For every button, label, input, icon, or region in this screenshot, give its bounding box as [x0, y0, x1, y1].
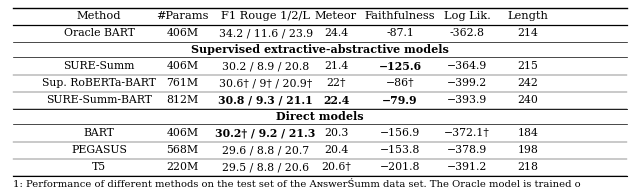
Text: 812M: 812M: [166, 95, 198, 105]
Text: 20.6†: 20.6†: [321, 162, 351, 172]
Text: Method: Method: [77, 11, 122, 21]
Text: 198: 198: [518, 145, 538, 155]
Text: 22.4: 22.4: [323, 95, 349, 106]
Text: BART: BART: [84, 128, 115, 138]
Text: 215: 215: [518, 61, 538, 71]
Text: −364.9: −364.9: [447, 61, 487, 71]
Text: 24.4: 24.4: [324, 28, 348, 38]
Text: 1: Performance of different methods on the test set of the AɴswerŚumm data set. : 1: Performance of different methods on t…: [13, 180, 580, 189]
Text: Oracle BART: Oracle BART: [64, 28, 134, 38]
Text: Log Lik.: Log Lik.: [444, 11, 491, 21]
Text: 214: 214: [518, 28, 538, 38]
Text: SURE-Summ-BART: SURE-Summ-BART: [46, 95, 152, 105]
Text: −86†: −86†: [386, 78, 414, 88]
Text: 761M: 761M: [166, 78, 198, 88]
Text: #Params: #Params: [156, 11, 209, 21]
Text: −153.8: −153.8: [380, 145, 420, 155]
Text: 406M: 406M: [166, 28, 198, 38]
Text: 406M: 406M: [166, 128, 198, 138]
Text: 30.6† / 9† / 20.9†: 30.6† / 9† / 20.9†: [219, 78, 312, 88]
Text: 34.2 / 11.6 / 23.9: 34.2 / 11.6 / 23.9: [218, 28, 313, 38]
Text: 21.4: 21.4: [324, 61, 348, 71]
Text: 29.6 / 8.8 / 20.7: 29.6 / 8.8 / 20.7: [222, 145, 309, 155]
Text: 22†: 22†: [326, 78, 346, 88]
Text: Supervised extractive-abstractive models: Supervised extractive-abstractive models: [191, 44, 449, 55]
Text: −125.6: −125.6: [378, 61, 422, 71]
Text: -362.8: -362.8: [450, 28, 484, 38]
Text: Meteor: Meteor: [315, 11, 357, 21]
Text: Length: Length: [508, 11, 548, 21]
Text: 20.4: 20.4: [324, 145, 348, 155]
Text: 30.2† / 9.2 / 21.3: 30.2† / 9.2 / 21.3: [216, 127, 316, 139]
Text: −79.9: −79.9: [382, 95, 418, 106]
Text: −372.1†: −372.1†: [444, 128, 490, 138]
Text: T5: T5: [92, 162, 106, 172]
Text: 29.5 / 8.8 / 20.6: 29.5 / 8.8 / 20.6: [222, 162, 309, 172]
Text: 20.3: 20.3: [324, 128, 348, 138]
Text: SURE-Summ: SURE-Summ: [63, 61, 135, 71]
Text: -87.1: -87.1: [386, 28, 414, 38]
Text: 240: 240: [518, 95, 538, 105]
Text: −391.2: −391.2: [447, 162, 488, 172]
Text: 406M: 406M: [166, 61, 198, 71]
Text: Faithfulness: Faithfulness: [365, 11, 435, 21]
Text: F1 Rouge 1/2/L: F1 Rouge 1/2/L: [221, 11, 310, 21]
Text: 568M: 568M: [166, 145, 198, 155]
Text: −393.9: −393.9: [447, 95, 487, 105]
Text: 218: 218: [518, 162, 538, 172]
Text: −378.9: −378.9: [447, 145, 487, 155]
Text: Sup. RoBERTa-BART: Sup. RoBERTa-BART: [42, 78, 156, 88]
Text: 30.8 / 9.3 / 21.1: 30.8 / 9.3 / 21.1: [218, 95, 313, 106]
Text: 184: 184: [518, 128, 538, 138]
Text: −156.9: −156.9: [380, 128, 420, 138]
Text: 220M: 220M: [166, 162, 198, 172]
Text: 242: 242: [518, 78, 538, 88]
Text: 30.2 / 8.9 / 20.8: 30.2 / 8.9 / 20.8: [222, 61, 309, 71]
Text: PEGASUS: PEGASUS: [71, 145, 127, 155]
Text: −201.8: −201.8: [380, 162, 420, 172]
Text: −399.2: −399.2: [447, 78, 487, 88]
Text: Direct models: Direct models: [276, 111, 364, 122]
